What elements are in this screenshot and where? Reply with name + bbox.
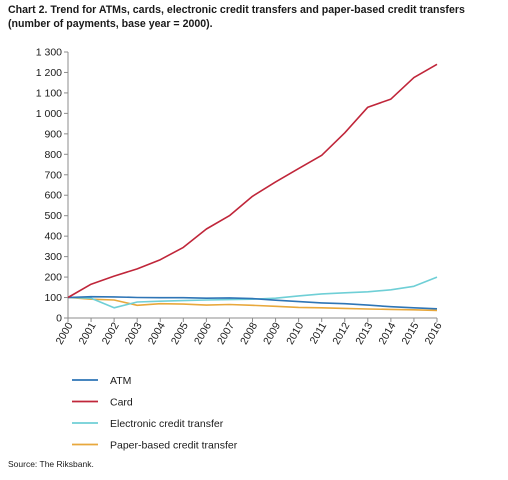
y-tick-label: 1 000 [36,108,62,120]
y-tick-label: 600 [44,190,62,202]
x-tick-label: 2011 [308,320,330,346]
series-line-electronic-credit-transfer [67,276,438,309]
x-tick-label: 2015 [399,320,421,346]
x-tick-label: 2007 [215,320,237,346]
x-tick-label: 2003 [123,320,145,346]
y-tick-label: 800 [44,149,62,161]
y-tick-label: 1 100 [36,87,62,99]
x-tick-label: 2006 [192,320,214,346]
y-tick-label: 900 [44,128,62,140]
series-lines [67,63,438,312]
y-tick-label: 300 [44,251,62,263]
x-tick-label: 2009 [261,320,283,346]
y-tick-label: 400 [44,231,62,243]
series-line-card [67,63,438,299]
legend-label: Paper-based credit transfer [110,440,238,452]
series-line-atm [67,295,438,310]
y-axis: 0 100 200 300 400 500 600 700 800 900 1 000 1 100 1 … [36,47,69,325]
x-tick-label: 2016 [423,320,445,346]
legend-label: ATM [110,375,131,387]
y-tick-label: 700 [44,169,62,181]
y-tick-label: 100 [44,292,62,304]
legend-label: Card [110,397,133,409]
x-tick-label: 2013 [353,320,375,346]
x-tick-label: 2002 [100,320,122,346]
y-tick-label: 500 [44,210,62,222]
y-tick-label: 1 300 [36,47,62,59]
x-tick-label: 2004 [146,320,168,346]
source-note: Source: The Riksbank. [8,459,94,469]
x-tick-label: 2012 [330,320,352,346]
x-tick-label: 2010 [284,320,306,346]
chart-title: Chart 2. Trend for ATMs, cards, electron… [8,4,465,30]
x-tick-label: 2005 [169,320,191,346]
legend: ATM Card Electronic credit transfer Paper-b… [72,375,238,452]
y-tick-label: 0 [56,313,62,325]
x-tick-label: 2014 [376,320,398,346]
x-tick-label: 2008 [238,320,260,346]
y-tick-label: 1 200 [36,67,62,79]
x-tick-label: 2001 [77,320,99,346]
x-axis: 2000 2001 2002 2003 2004 2005 2006 2007 2008 2009… [54,317,445,347]
y-tick-label: 200 [44,272,62,284]
legend-label: Electronic credit transfer [110,418,224,430]
